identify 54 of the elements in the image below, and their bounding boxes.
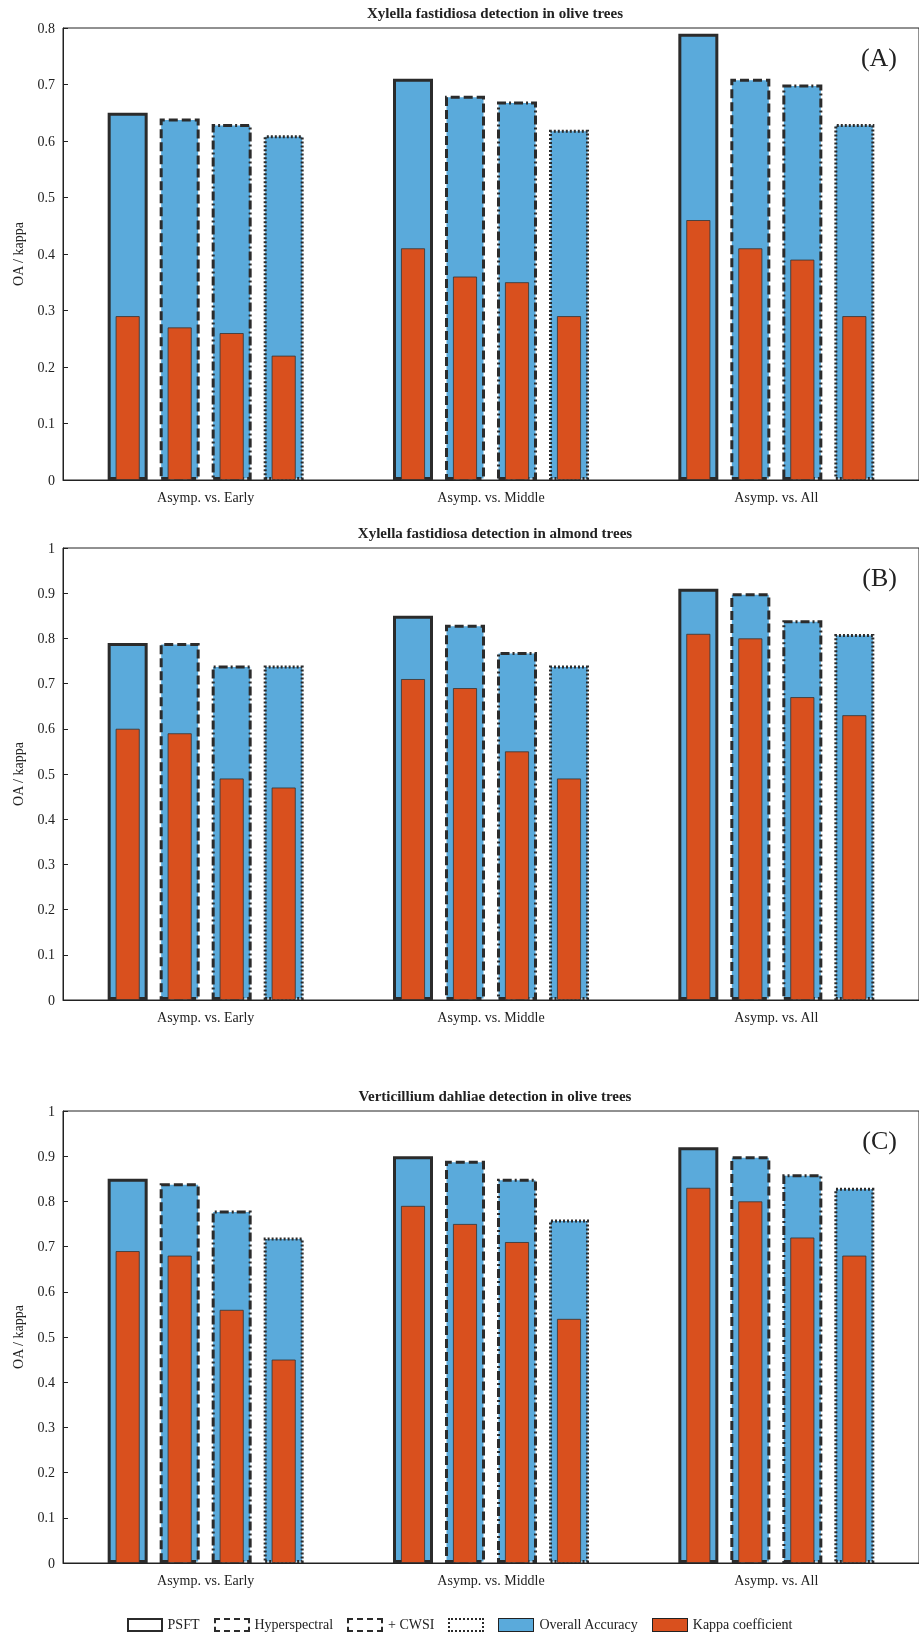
category-label: Hyperspectral (254, 1617, 334, 1633)
y-tick-label: 0.8 (37, 20, 55, 36)
y-tick-label: 0.7 (37, 1239, 55, 1255)
y-axis-title: OA / kappa (10, 221, 26, 286)
y-axis-title: OA / kappa (10, 741, 26, 806)
y-tick-label: 0 (48, 992, 55, 1008)
x-tick-label: Asymp. vs. All (734, 489, 819, 505)
y-tick-label: 0.6 (37, 1284, 55, 1300)
y-tick-label: 0.1 (37, 1510, 55, 1526)
y-tick-label: 0.4 (37, 1374, 55, 1390)
y-tick-label: 0.5 (37, 1329, 55, 1345)
y-tick-label: 0.4 (37, 811, 55, 827)
y-tick-label: 0.5 (37, 190, 55, 205)
y-tick-label: 0.2 (37, 359, 55, 375)
y-tick-label: 1 (48, 1103, 55, 1119)
category-label: PSFT (167, 1617, 200, 1633)
chart-title: Verticillium dahliae detection in olive trees (358, 1087, 632, 1104)
y-tick-label: 0.8 (37, 1193, 55, 1209)
y-tick-label: 0.9 (37, 585, 55, 601)
category-label: + CWSI (388, 1617, 435, 1633)
y-tick-label: 0.3 (37, 303, 55, 318)
chart-title: Xylella fastidiosa detection in almond trees (357, 524, 633, 541)
annotation: (A) (860, 42, 897, 72)
y-tick-label: 0.5 (37, 766, 55, 782)
y-tick-label: 0.2 (37, 1465, 55, 1481)
y-tick-label: 0.7 (37, 676, 55, 692)
chart-title: Xylella fastidiosa detection in olive trees (367, 4, 624, 21)
annotation: (B) (862, 562, 898, 592)
category-label: Overall Accuracy (539, 1617, 638, 1633)
x-tick-label: Asymp. vs. All (734, 1009, 819, 1025)
x-tick-label: Asymp. vs. Middle (437, 1572, 545, 1588)
y-axis-title: OA / kappa (10, 1304, 26, 1369)
y-tick-label: 0.6 (37, 721, 55, 737)
annotation: (C) (862, 1125, 898, 1155)
y-tick-label: 0.7 (37, 77, 55, 92)
y-tick-label: 0.3 (37, 1419, 55, 1435)
x-tick-label: Asymp. vs. Middle (437, 1009, 545, 1025)
y-tick-label: 1 (48, 540, 55, 556)
y-tick-label: 0 (48, 472, 55, 488)
x-tick-label: Asymp. vs. All (734, 1572, 819, 1588)
y-tick-label: 0.1 (37, 947, 55, 963)
x-tick-label: Asymp. vs. Middle (437, 489, 545, 505)
y-tick-label: 0 (48, 1555, 55, 1571)
y-tick-label: 0.8 (37, 630, 55, 646)
y-tick-label: 0.4 (37, 246, 55, 262)
y-tick-label: 0.9 (37, 1148, 55, 1164)
y-tick-label: 0.6 (37, 133, 55, 149)
x-tick-label: Asymp. vs. Early (157, 1572, 255, 1588)
y-tick-label: 0.1 (37, 416, 55, 431)
y-tick-label: 0.2 (37, 902, 55, 918)
y-tick-label: 0.3 (37, 856, 55, 872)
x-tick-label: Asymp. vs. Early (157, 489, 255, 505)
x-tick-label: Asymp. vs. Early (157, 1009, 255, 1025)
category-label: Kappa coefficient (692, 1617, 793, 1633)
